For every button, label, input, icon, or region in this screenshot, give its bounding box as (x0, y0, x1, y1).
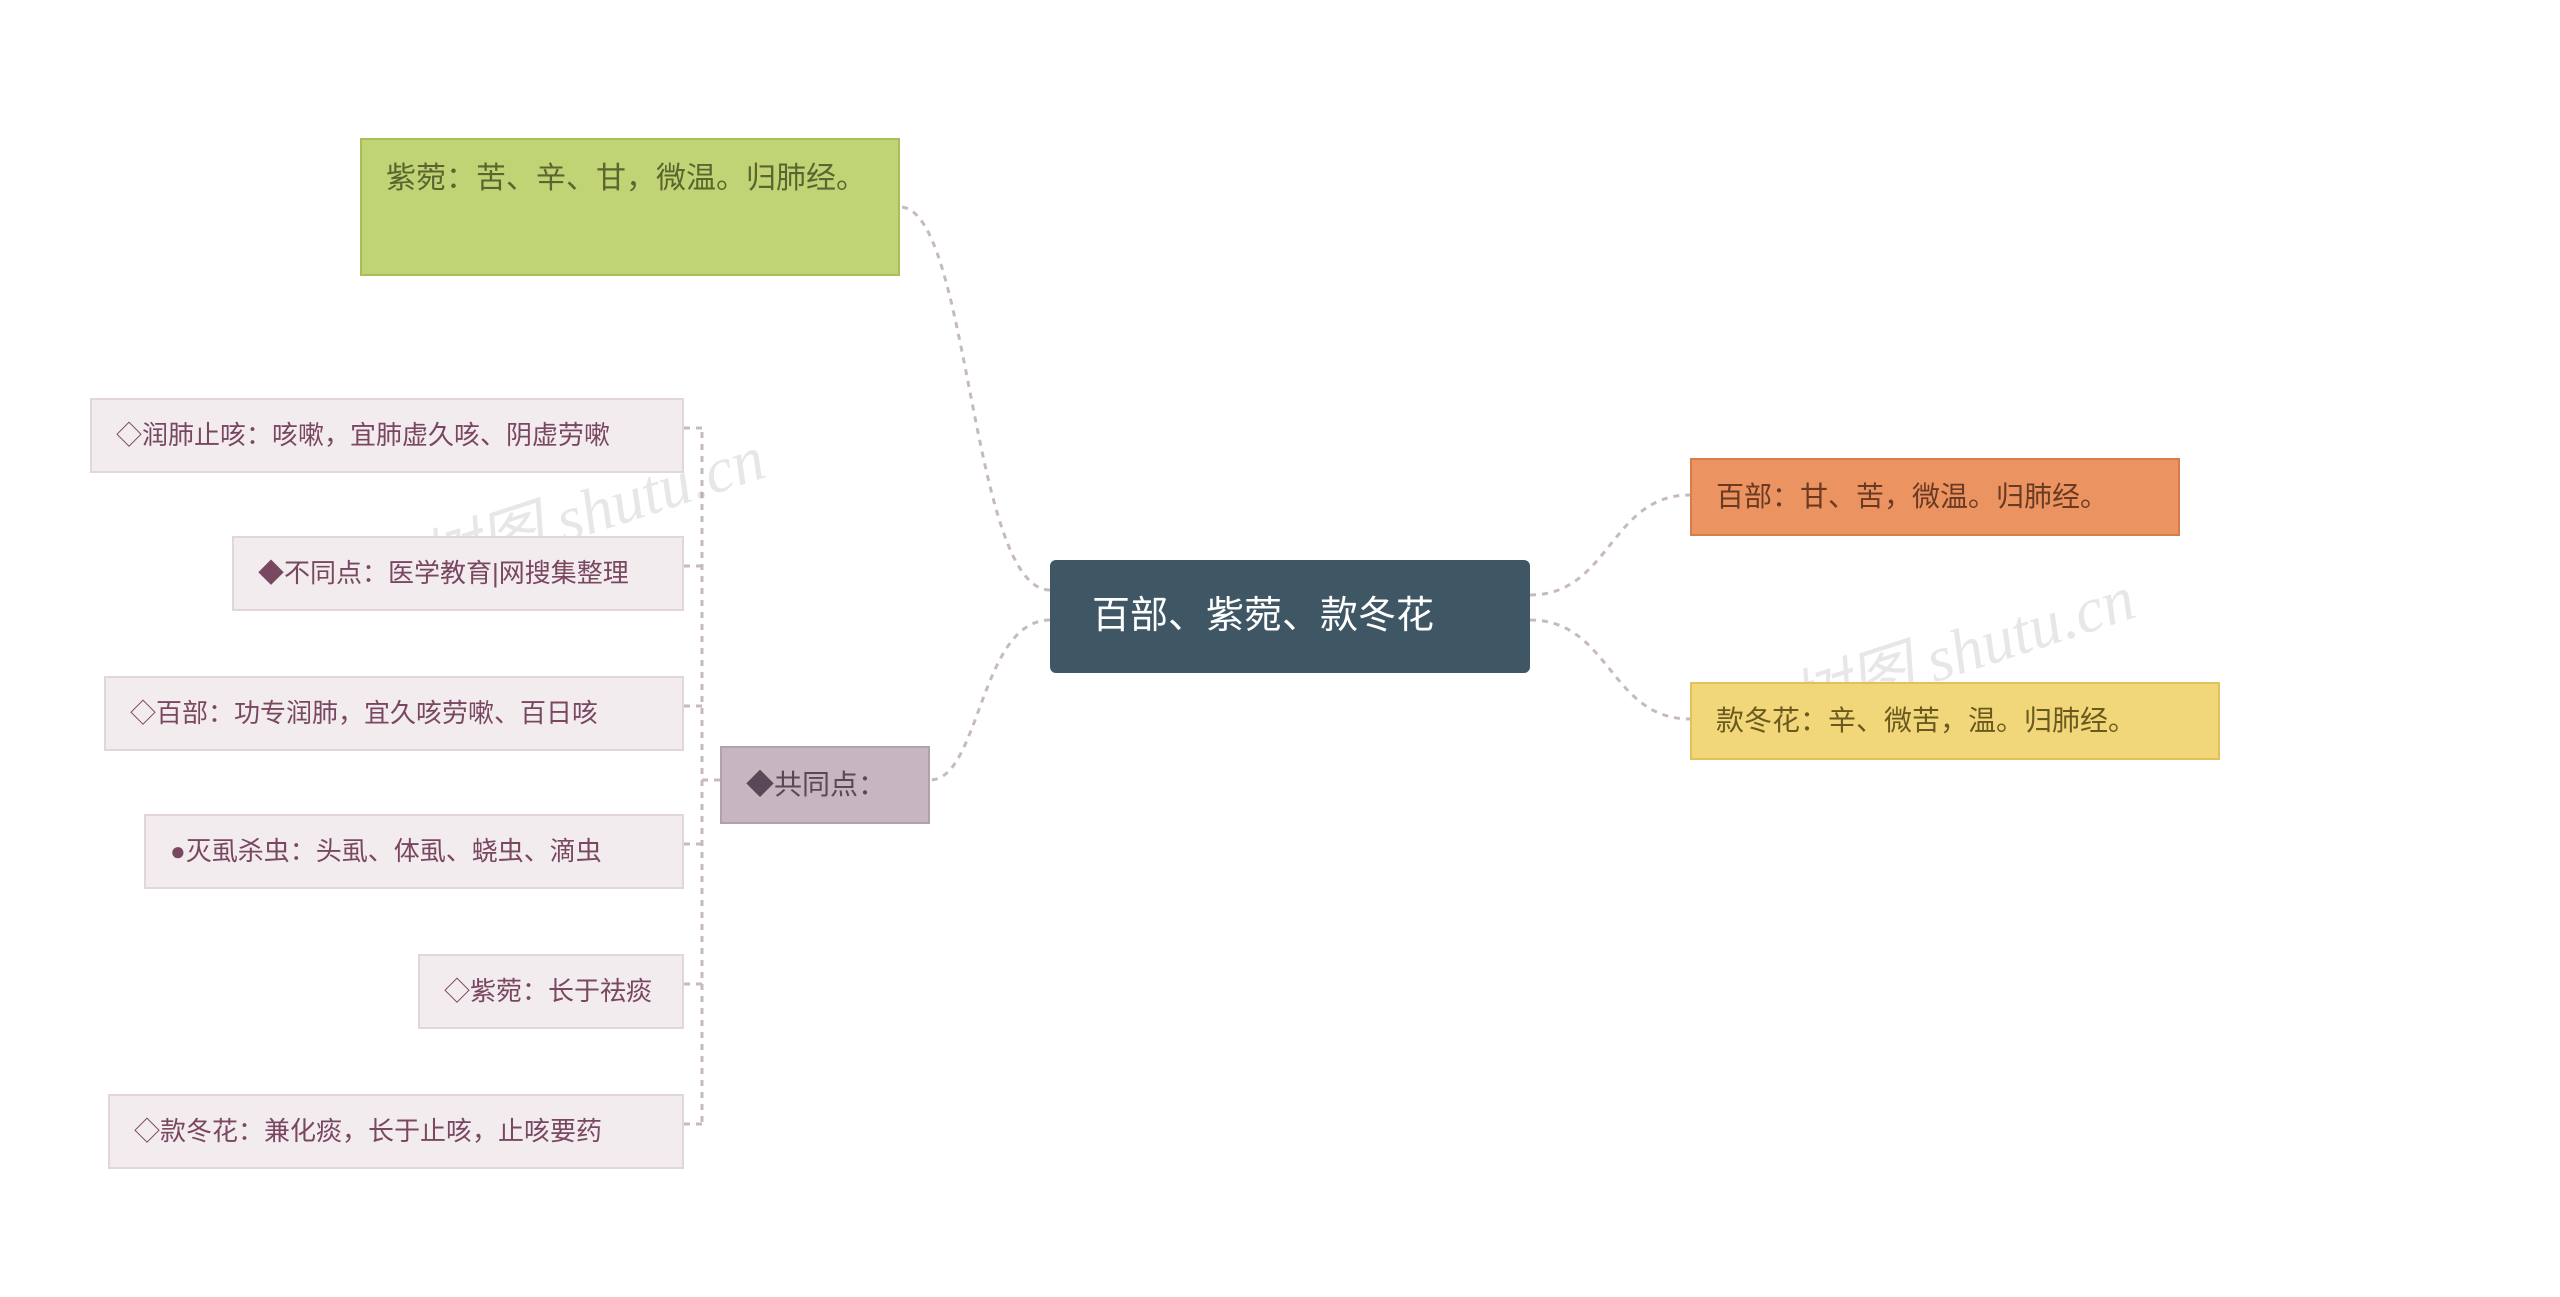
leaf-mieshi[interactable]: ●灭虱杀虫：头虱、体虱、蛲虫、滴虫 (144, 814, 684, 889)
node-common[interactable]: ◆共同点： (720, 746, 930, 824)
edge-center-lefttop (900, 207, 1050, 590)
leaf-runfei[interactable]: ◇润肺止咳：咳嗽，宜肺虚久咳、阴虚劳嗽 (90, 398, 684, 473)
leaf-ziwan[interactable]: ◇紫菀：长于祛痰 (418, 954, 684, 1029)
node-left-ziwan[interactable]: 紫菀：苦、辛、甘，微温。归肺经。 (360, 138, 900, 276)
leaf-baibu[interactable]: ◇百部：功专润肺，宜久咳劳嗽、百日咳 (104, 676, 684, 751)
node-right-kuandonghua[interactable]: 款冬花：辛、微苦，温。归肺经。 (1690, 682, 2220, 760)
edge-center-right2 (1530, 620, 1690, 719)
leaf-kuandonghua[interactable]: ◇款冬花：兼化痰，长于止咳，止咳要药 (108, 1094, 684, 1169)
node-right-baibu[interactable]: 百部：甘、苦，微温。归肺经。 (1690, 458, 2180, 536)
leaf-butong[interactable]: ◆不同点：医学教育|网搜集整理 (232, 536, 684, 611)
edge-common-trunk (702, 428, 720, 780)
center-node[interactable]: 百部、紫菀、款冬花 (1050, 560, 1530, 673)
edge-center-common (930, 620, 1050, 780)
edge-center-right1 (1530, 495, 1690, 595)
